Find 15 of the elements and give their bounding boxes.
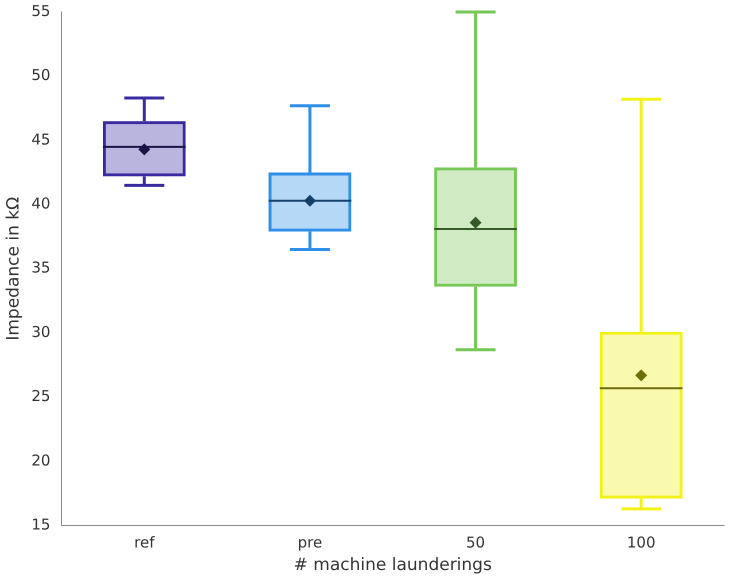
x-tick-label: 50: [466, 533, 486, 552]
y-tick-label: 20: [31, 451, 50, 470]
x-tick-label: pre: [298, 533, 322, 552]
y-tick-label: 40: [31, 194, 50, 212]
x-tick-label: ref: [134, 533, 156, 552]
y-tick-label: 45: [31, 130, 50, 148]
y-tick-label: 30: [31, 322, 50, 341]
y-tick-label: 55: [31, 2, 50, 20]
x-tick-label: 100: [626, 533, 656, 552]
y-tick-label: 15: [31, 515, 50, 534]
y-tick-label: 50: [31, 66, 50, 84]
y-tick-label: 25: [31, 387, 50, 406]
y-tick-label: 35: [31, 258, 50, 277]
x-axis-title: # machine launderings: [294, 555, 492, 576]
y-axis-title: Impedance in kΩ: [4, 196, 24, 341]
